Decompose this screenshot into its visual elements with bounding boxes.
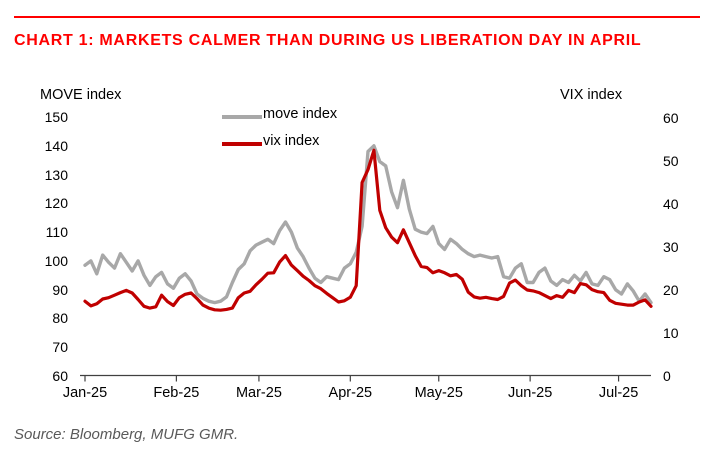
left-y-tick-label: 80 <box>52 310 68 327</box>
right-y-tick-label: 40 <box>663 196 679 212</box>
x-axis <box>80 374 651 382</box>
x-tick-label: Jan-25 <box>62 385 108 401</box>
right-y-tick-label: 30 <box>663 239 679 255</box>
left-y-tick-label: 130 <box>44 166 68 183</box>
left-axis-title: MOVE index <box>40 87 122 103</box>
left-y-tick-label: 60 <box>52 368 68 384</box>
vix-index-line <box>83 148 653 312</box>
right-y-tick-label: 50 <box>663 153 679 169</box>
left-y-tick-label: 70 <box>52 339 68 356</box>
x-tick-label: Mar-25 <box>235 385 282 401</box>
header-rule <box>14 16 700 18</box>
legend: move index vix index <box>222 104 402 158</box>
vix-line-swatch <box>222 142 262 146</box>
x-tick-label: May-25 <box>414 385 463 401</box>
move-line-swatch <box>222 115 262 119</box>
legend-item-move: move index <box>222 104 402 131</box>
right-y-tick-label: 10 <box>663 325 679 341</box>
series-lines <box>83 144 653 312</box>
legend-label-vix: vix index <box>263 133 320 149</box>
left-y-tick-label: 110 <box>45 224 68 241</box>
left-y-tick-label: 100 <box>44 252 68 269</box>
x-tick-label: Jul-25 <box>598 385 639 401</box>
move-index-line <box>83 144 653 305</box>
legend-item-vix: vix index <box>222 131 402 158</box>
left-y-tick-label: 150 <box>44 109 68 125</box>
source-note: Source: Bloomberg, MUFG GMR. <box>14 426 239 443</box>
right-y-tick-label: 60 <box>663 110 679 126</box>
right-axis-title: VIX index <box>560 87 623 103</box>
right-y-tick-label: 20 <box>663 282 679 298</box>
x-tick-label: Jun-25 <box>507 385 553 401</box>
chart-title: CHART 1: MARKETS CALMER THAN DURING US L… <box>14 32 642 49</box>
x-tick-label: Apr-25 <box>328 385 373 401</box>
x-tick-label: Feb-25 <box>153 385 200 401</box>
right-y-tick-label: 0 <box>663 368 671 384</box>
left-y-tick-label: 90 <box>52 281 68 298</box>
left-y-tick-label: 120 <box>44 195 68 212</box>
legend-label-move: move index <box>263 106 338 122</box>
left-y-tick-label: 140 <box>44 137 68 154</box>
